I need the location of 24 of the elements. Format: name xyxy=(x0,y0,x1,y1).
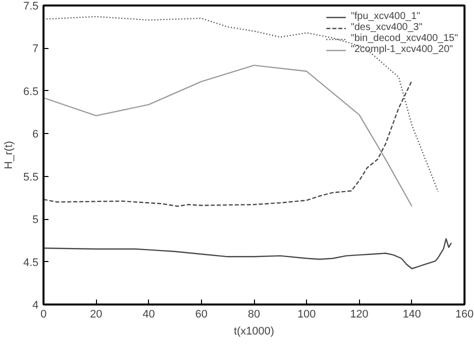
x-tick-label: 100 xyxy=(297,308,316,320)
y-tick-label: 7.5 xyxy=(23,0,39,12)
x-tick-label: 0 xyxy=(40,308,47,320)
x-tick-label: 120 xyxy=(350,308,368,320)
x-tick-label: 160 xyxy=(455,308,474,320)
y-tick-label: 4.5 xyxy=(23,256,39,269)
x-axis-title: t(x1000) xyxy=(234,326,274,338)
legend-label: "2compl-1_xcv400_20" xyxy=(350,44,453,55)
x-tick-label: 20 xyxy=(90,308,102,320)
y-tick-label: 5 xyxy=(32,214,39,226)
y-tick-label: 7 xyxy=(32,43,39,56)
y-tick-label: 4 xyxy=(32,300,39,312)
x-tick-label: 60 xyxy=(195,308,208,320)
y-tick-label: 5.5 xyxy=(23,171,39,184)
y-axis-title: H_r(t) xyxy=(3,140,16,170)
y-tick-label: 6.5 xyxy=(23,86,39,98)
x-tick-label: 40 xyxy=(142,308,155,320)
y-tick-label: 6 xyxy=(32,128,39,141)
line-series xyxy=(44,238,452,270)
legend-label: "fpu_xcv400_1" xyxy=(350,11,420,22)
x-tick-label: 80 xyxy=(248,308,260,320)
x-tick-label: 140 xyxy=(402,308,422,320)
legend-label: "bin_decod_xcv400_15" xyxy=(350,33,458,44)
legend-label: "des_xcv400_3" xyxy=(350,22,422,33)
